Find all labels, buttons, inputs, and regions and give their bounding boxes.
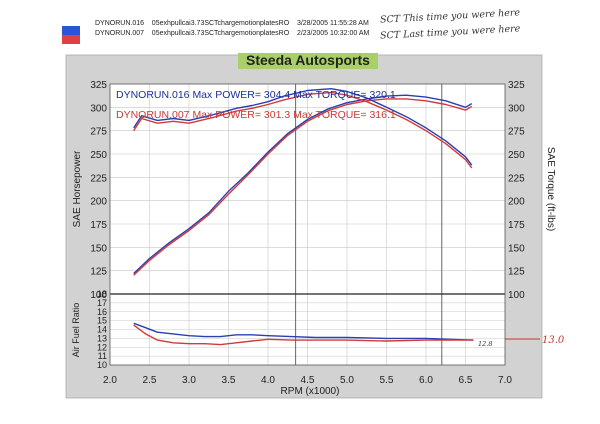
y-tick-label-afr: 12 [97,342,107,352]
afr-curve-dynorun-016 [133,322,474,341]
y-tick-label-hp: 325 [90,80,107,91]
y-tick-label-hp: 300 [90,103,107,114]
run1-color-swatch [62,26,80,35]
y-tick-label-afr: 10 [97,360,107,370]
y-tick-label-afr: 11 [98,351,107,361]
run1-datetime: 3/28/2005 11:55:28 AM [296,20,369,27]
y-tick-label-afr: 13 [97,333,107,343]
run2-file: DYNORUN.007 [95,30,145,37]
torque-curve-dynorun-007 [133,91,473,169]
y-tick-label-torque: 250 [508,150,525,161]
afr-curve-dynorun-007 [133,324,474,346]
y-axis-label-afr: Air Fuel Ratio [71,303,81,358]
run1-header-row: DYNORUN.016 05exhpullcai3.73SCTchargemot… [95,20,369,27]
y-tick-label-afr: 14 [97,325,107,335]
y-tick-label-torque: 300 [508,103,525,114]
x-tick-label: 3.0 [182,375,196,386]
grid [110,84,505,365]
y-tick-label-torque: 125 [508,267,525,278]
legend-run1-stats: DYNORUN.016 Max POWER= 304.4 Max TORQUE=… [116,89,396,101]
y-tick-label-hp: 225 [90,173,107,184]
run2-header-row: DYNORUN.007 05exhpullcai3.73SCTchargemot… [95,30,369,37]
rpm-markers [295,84,443,365]
run2-color-swatch [62,35,80,44]
axis-ticks: 2.0 2.5 3.0 3.5 4.0 4.5 5.0 5.5 6.0 6.5 7.0 100 125 1… [90,80,525,386]
y-tick-label-afr: 17 [97,298,107,308]
x-tick-label: 4.0 [261,375,275,386]
run2-description: 05exhpullcai3.73SCTchargemotionplatesRO [151,30,290,37]
y-tick-label-hp: 275 [90,127,107,138]
y-tick-label-torque: 175 [508,220,525,231]
chart-title: Steeda Autosports [246,52,370,68]
y-tick-label-torque: 100 [508,290,525,301]
x-tick-label: 2.5 [143,375,157,386]
x-tick-label: 6.0 [419,375,433,386]
y-tick-label-torque: 225 [508,173,525,184]
x-tick-label: 3.5 [222,375,236,386]
y-tick-label-hp: 125 [90,267,107,278]
y-axis-label-horsepower: SAE Horsepower [72,150,83,227]
y-tick-label-torque: 275 [508,127,525,138]
afr-annotation: 12.8 [478,340,492,348]
title-highlight [238,53,378,69]
run1-file: DYNORUN.016 [95,20,145,27]
y-tick-label-hp: 200 [90,197,107,208]
y-axis-label-torque: SAE Torque (ft-lbs) [545,147,556,231]
legend-run2-stats: DYNORUN.007 Max POWER= 301.3 Max TORQUE=… [116,109,396,121]
torque-curve-dynorun-016 [133,88,473,166]
x-tick-label: 5.0 [340,375,354,386]
plot-border [109,83,506,366]
y-tick-label-torque: 150 [508,243,525,254]
x-axis-label: RPM (x1000) [281,386,340,397]
y-tick-label-hp: 150 [90,243,107,254]
power-curve-dynorun-016 [133,94,473,275]
y-tick-label-afr: 15 [97,316,107,326]
power-curve-dynorun-007 [133,98,473,276]
run2-datetime: 2/23/2005 10:32:00 AM [296,30,370,37]
run1-description: 05exhpullcai3.73SCTchargemotionplatesRO [151,20,290,27]
x-tick-label: 6.5 [459,375,473,386]
y-tick-label-hp: 100 [90,290,107,301]
x-tick-label: 7.0 [498,375,512,386]
x-tick-label: 4.5 [301,375,315,386]
y-tick-label-hp: 250 [90,150,107,161]
y-tick-label-torque: 200 [508,197,525,208]
x-tick-label: 2.0 [103,375,117,386]
series-lines [133,88,474,346]
y-tick-label-torque: 325 [508,80,525,91]
afr-callout-value: 13.0 [542,335,565,346]
y-tick-label-afr: 18 [97,289,107,299]
x-tick-label: 5.5 [380,375,394,386]
y-tick-label-afr: 16 [97,307,107,317]
y-tick-label-hp: 175 [90,220,107,231]
